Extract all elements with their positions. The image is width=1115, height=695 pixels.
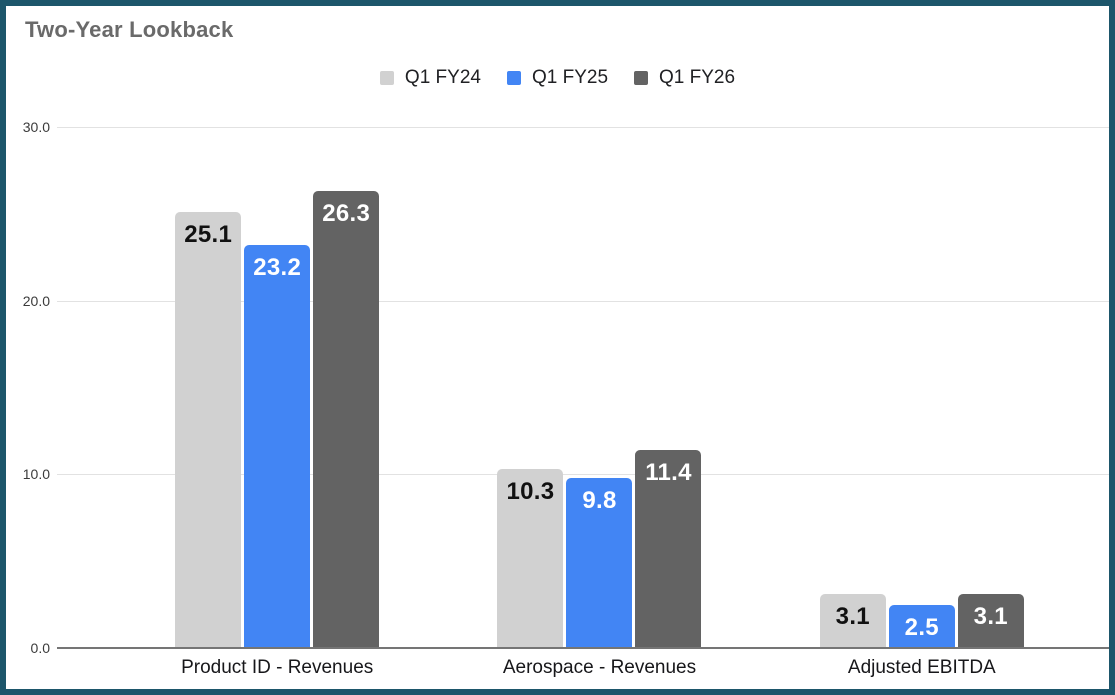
bar-q1-fy25-aerospace-revenues: 9.8 bbox=[566, 477, 633, 648]
legend-swatch-icon bbox=[379, 71, 394, 85]
x-axis-category-labels: Product ID - Revenues Aerospace - Revenue… bbox=[116, 656, 1083, 680]
y-tick-label: 30.0 bbox=[22, 119, 50, 135]
legend-item-q1-fy25: Q1 FY25 bbox=[506, 66, 609, 90]
bar-value-label: 11.4 bbox=[645, 459, 692, 487]
legend-swatch-icon bbox=[634, 71, 649, 85]
legend-swatch-icon bbox=[506, 71, 521, 85]
y-tick-label: 20.0 bbox=[22, 292, 50, 309]
bar-q1-fy26-aerospace-revenues: 11.4 bbox=[635, 450, 702, 648]
category-label-aerospace-revenues: Aerospace - Revenues bbox=[502, 657, 697, 678]
bar-q1-fy25-adjusted-ebitda: 2.5 bbox=[888, 604, 955, 648]
bar-q1-fy25-product-id-revenues: 23.2 bbox=[244, 245, 311, 648]
y-tick-label: 10.0 bbox=[22, 466, 50, 483]
bar-groups: 25.1 23.2 26.3 10.3 9.8 11.4 3.1 2.5 3.1 bbox=[116, 127, 1083, 648]
bar-q1-fy24-product-id-revenues: 25.1 bbox=[175, 212, 242, 648]
gridline bbox=[57, 300, 1109, 302]
bar-group-product-id-revenues: 25.1 23.2 26.3 bbox=[116, 127, 438, 648]
bar-group-adjusted-ebitda: 3.1 2.5 3.1 bbox=[761, 127, 1083, 648]
bar-value-label: 3.1 bbox=[835, 603, 870, 631]
category-label-adjusted-ebitda: Adjusted EBITDA bbox=[847, 657, 996, 678]
bar-value-label: 9.8 bbox=[582, 486, 617, 514]
bar-value-label: 26.3 bbox=[322, 200, 371, 228]
gridline bbox=[57, 127, 1109, 128]
legend-item-q1-fy24: Q1 FY24 bbox=[379, 66, 481, 90]
bar-q1-fy24-adjusted-ebitda: 3.1 bbox=[819, 594, 886, 648]
bar-value-label: 10.3 bbox=[506, 478, 555, 506]
plot-area: 0.0 10.0 20.0 30.0 25.1 23.2 26.3 10.3 9.8 11.4 3.… bbox=[6, 119, 1109, 656]
bar-value-label: 2.5 bbox=[904, 613, 939, 641]
legend: Q1 FY24 Q1 FY25 Q1 FY26 bbox=[6, 66, 1109, 90]
category-label-product-id-revenues: Product ID - Revenues bbox=[181, 657, 374, 678]
gridline bbox=[57, 474, 1109, 476]
legend-label: Q1 FY24 bbox=[404, 67, 481, 88]
legend-label: Q1 FY26 bbox=[659, 67, 736, 88]
bar-q1-fy26-product-id-revenues: 26.3 bbox=[313, 191, 380, 648]
bar-group-aerospace-revenues: 10.3 9.8 11.4 bbox=[438, 127, 760, 648]
x-axis-line bbox=[57, 647, 1109, 649]
bar-value-label: 25.1 bbox=[184, 221, 233, 249]
y-tick-label: 0.0 bbox=[30, 640, 50, 656]
bar-value-label: 3.1 bbox=[973, 603, 1008, 631]
legend-label: Q1 FY25 bbox=[531, 67, 609, 88]
bar-q1-fy24-aerospace-revenues: 10.3 bbox=[497, 469, 564, 648]
chart-title: Two-Year Lookback bbox=[25, 17, 234, 42]
legend-item-q1-fy26: Q1 FY26 bbox=[634, 66, 735, 90]
bar-value-label: 23.2 bbox=[253, 254, 302, 282]
bar-q1-fy26-adjusted-ebitda: 3.1 bbox=[957, 594, 1024, 648]
